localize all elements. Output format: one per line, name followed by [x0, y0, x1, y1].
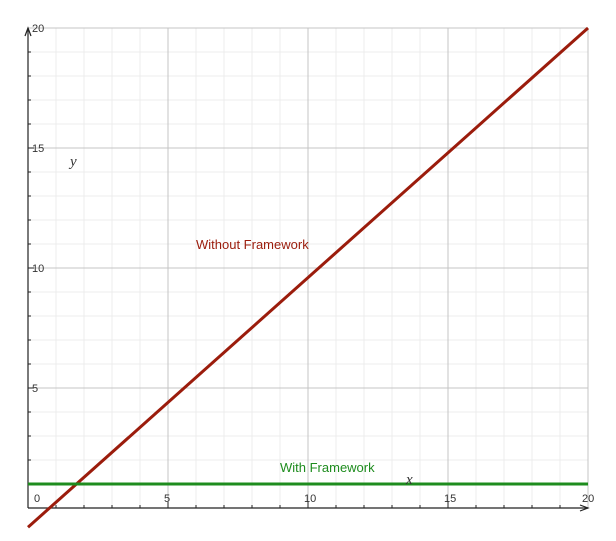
tick-labels: 0 5 10 15 20 5 10 15 20: [32, 23, 594, 505]
y-tick-label: 10: [32, 263, 44, 275]
x-tick-label: 20: [582, 493, 594, 505]
annotations: Without Framework With Framework: [196, 237, 375, 475]
y-tick-label: 20: [32, 23, 44, 35]
tick-marks: [28, 51, 561, 508]
x-tick-label: 5: [164, 493, 170, 505]
y-tick-label: 15: [32, 143, 44, 155]
major-grid: [27, 27, 589, 508]
series-annotation-without-framework: Without Framework: [196, 237, 309, 252]
y-axis-arrow: [24, 26, 32, 37]
series-line-without-framework: [27, 26, 589, 529]
x-axis-arrow: [579, 504, 590, 512]
y-axis-label: y: [68, 154, 77, 170]
series-annotation-with-framework: With Framework: [280, 460, 375, 475]
x-tick-label: 15: [444, 493, 456, 505]
x-tick-label: 0: [34, 493, 40, 505]
y-tick-label: 5: [32, 383, 38, 395]
series-lines: [27, 26, 589, 529]
x-axis-label: x: [405, 472, 413, 488]
x-tick-label: 10: [304, 493, 316, 505]
